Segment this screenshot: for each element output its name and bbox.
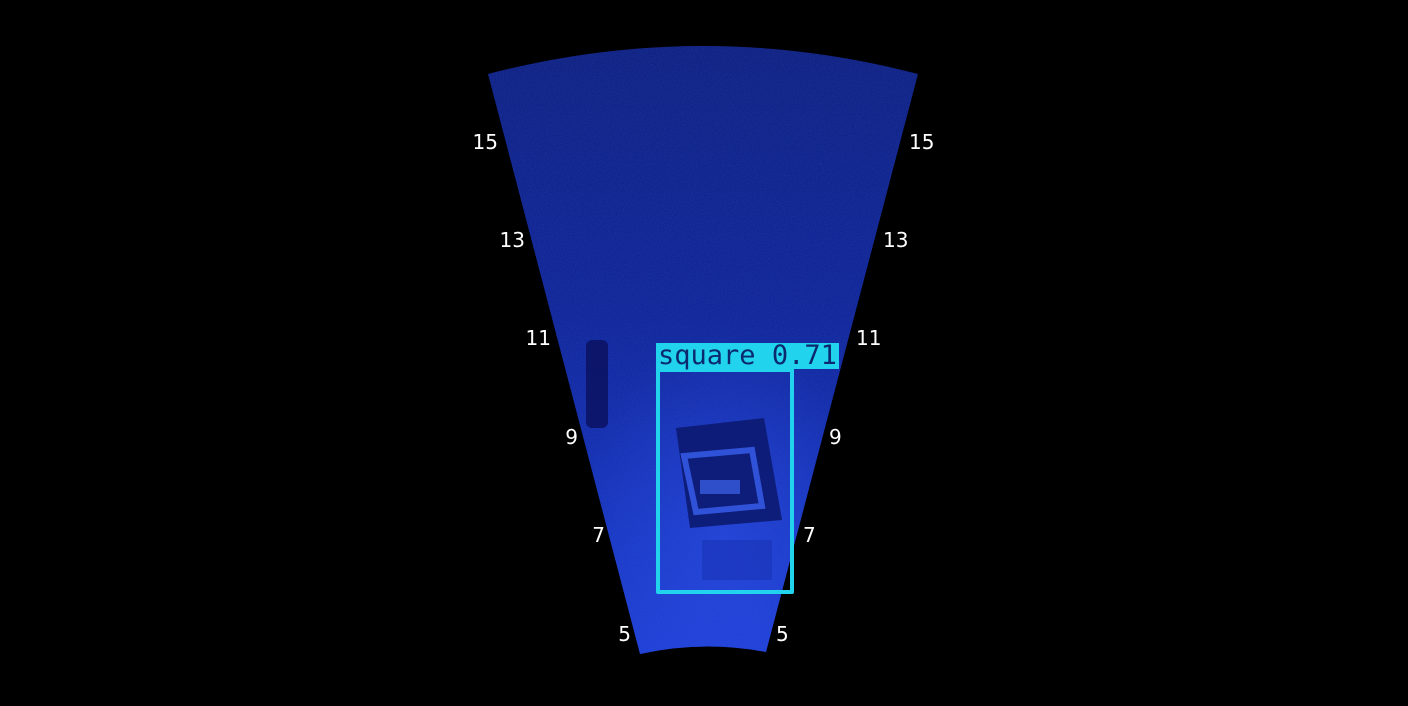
range-label-right-15: 15	[909, 130, 935, 154]
range-label-right-13: 13	[883, 228, 909, 252]
range-label-left-11: 11	[525, 326, 551, 350]
range-label-right-5: 5	[776, 622, 789, 646]
detected-object-echo	[676, 418, 782, 580]
range-label-left-15: 15	[472, 130, 498, 154]
detection-bounding-box	[656, 368, 794, 594]
detection-label: square 0.71	[656, 340, 839, 371]
detection-confidence: 0.71	[771, 340, 837, 371]
range-label-left-9: 9	[565, 425, 578, 449]
sonar-shadow	[586, 340, 608, 428]
range-label-left-13: 13	[499, 228, 525, 252]
range-label-left-5: 5	[618, 622, 631, 646]
range-label-right-7: 7	[803, 523, 816, 547]
range-label-left-7: 7	[592, 523, 605, 547]
detection-class-label: square	[658, 340, 756, 371]
range-label-right-9: 9	[829, 425, 842, 449]
range-label-right-11: 11	[856, 326, 882, 350]
